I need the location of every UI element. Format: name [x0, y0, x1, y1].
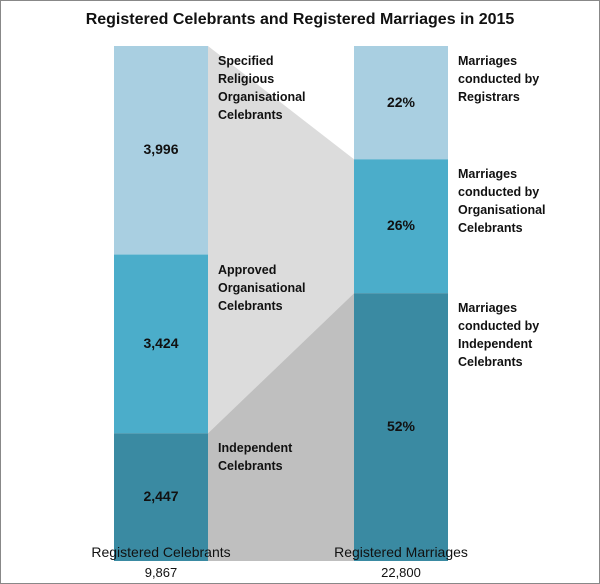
- bar-segment: [114, 46, 208, 255]
- value-label: 2,447: [143, 488, 179, 505]
- value-label: 3,424: [143, 334, 179, 351]
- flow-band: [208, 293, 354, 561]
- value-label: 22%: [386, 93, 416, 110]
- bar-label: Registered Celebrants: [91, 544, 231, 560]
- segment-label: Independent Celebrants: [218, 441, 293, 474]
- value-label: 52%: [386, 418, 416, 435]
- bar-total: 22,800: [381, 565, 421, 580]
- bar-total: 9,867: [144, 565, 178, 580]
- chart-title: Registered Celebrants and Registered Mar…: [85, 11, 515, 28]
- bar-segment: [354, 293, 448, 561]
- bar-segment: [114, 254, 208, 434]
- segment-label: Approved Organisational Celebrants: [218, 262, 306, 313]
- value-label: 3,996: [143, 141, 179, 158]
- segment-label: Marriages conducted by Registrars: [458, 54, 540, 104]
- bar-segment: [354, 46, 448, 160]
- bar-segment: [114, 433, 208, 561]
- segment-label: Marriages conducted by Independent Celeb…: [458, 301, 540, 370]
- bar-segment: [354, 159, 448, 294]
- segment-label: Specified Religious Organisational Celeb…: [218, 54, 306, 122]
- bar-label: Registered Marriages: [334, 544, 468, 560]
- flow-band: [208, 46, 354, 434]
- segment-label: Marriages conducted by Organisational Ce…: [458, 167, 546, 236]
- value-label: 26%: [386, 217, 416, 234]
